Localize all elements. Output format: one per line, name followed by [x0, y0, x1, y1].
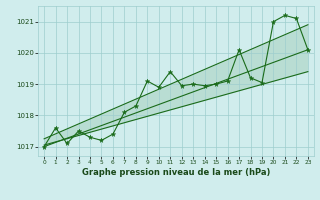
X-axis label: Graphe pression niveau de la mer (hPa): Graphe pression niveau de la mer (hPa): [82, 168, 270, 177]
